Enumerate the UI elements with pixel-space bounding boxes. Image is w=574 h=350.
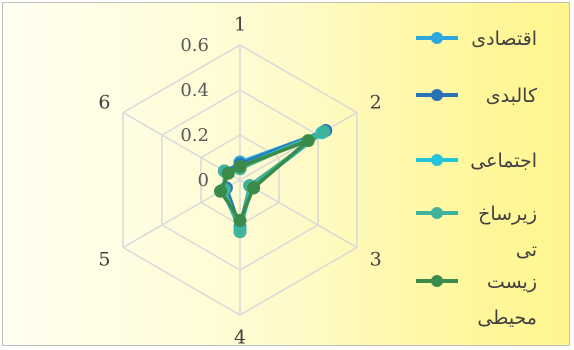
legend-label: اجتماعی (470, 150, 537, 172)
chart-area: 0 0.2 0.4 0.6 1 2 3 4 5 6 اقتصادی کالبدی اجتماعی زیرس… (2, 2, 570, 347)
category-label: 6 (98, 92, 110, 114)
legend-label: محیطی (477, 307, 537, 329)
data-point (233, 225, 247, 239)
category-label: 3 (370, 248, 382, 270)
legend-marker (431, 89, 443, 101)
legend-label: زیست (487, 271, 537, 293)
data-point (317, 125, 331, 139)
radial-tick-label: 0.4 (180, 80, 209, 101)
category-label: 4 (234, 327, 246, 347)
category-label: 1 (234, 13, 246, 35)
data-point (233, 214, 247, 227)
category-label: 5 (98, 248, 110, 270)
radial-tick-label: 0.6 (180, 35, 209, 56)
grid-spoke (239, 179, 358, 249)
legend-label: اقتصادی (471, 28, 537, 50)
legend-label: کالبدی (486, 85, 538, 107)
category-label: 2 (370, 92, 382, 114)
legend-marker (431, 32, 443, 44)
data-point (221, 166, 235, 180)
radial-tick-label: 0 (198, 170, 209, 191)
legend-marker (431, 275, 443, 287)
data-point (214, 184, 228, 198)
radar-chart: 0 0.2 0.4 0.6 1 2 3 4 5 6 اقتصادی کالبدی اجتماعی زیرس… (98, 13, 538, 347)
data-point (301, 134, 315, 148)
data-point (233, 160, 247, 173)
legend-marker (431, 154, 443, 166)
radial-tick-label: 0.2 (180, 125, 209, 146)
legend-label: تی (516, 239, 537, 261)
legend-marker (431, 207, 443, 219)
grid-spoke (239, 111, 358, 181)
legend-label: زیرساخ (478, 203, 537, 225)
data-point (247, 181, 261, 195)
